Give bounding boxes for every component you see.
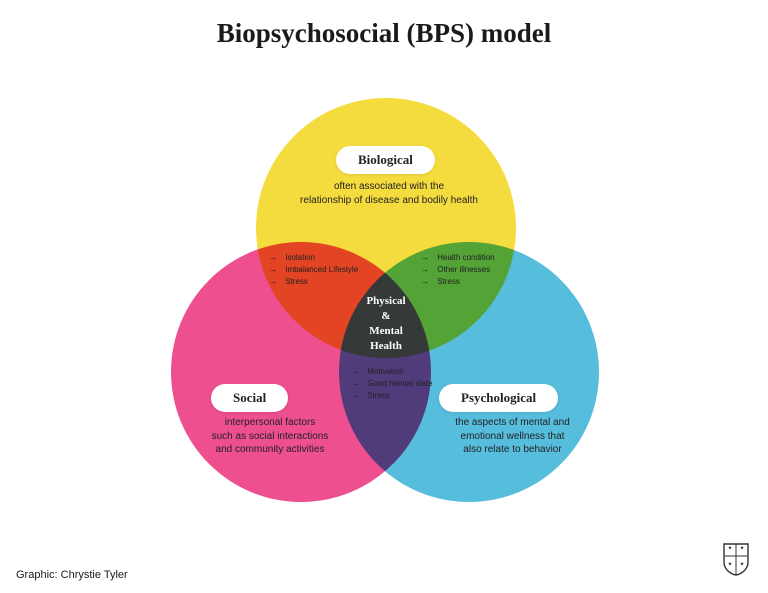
venn-diagram: Biological Social Psychological often as… bbox=[125, 76, 645, 524]
diagram-title: Biopsychosocial (BPS) model bbox=[0, 18, 768, 49]
desc-psychological: the aspects of mental andemotional welln… bbox=[425, 416, 600, 457]
center-label: Physical&MentalHealth bbox=[354, 294, 418, 353]
svg-text:✦: ✦ bbox=[727, 561, 732, 568]
publisher-logo-icon: ✦ ✦ ✦ ✦ bbox=[722, 542, 750, 581]
graphic-credit: Graphic: Chrystie Tyler bbox=[16, 569, 128, 581]
overlap-bio-social: → Isolation→ Imbalanced Lifestyle→ Stres… bbox=[269, 252, 358, 288]
diagram-canvas: Biopsychosocial (BPS) model Biological S… bbox=[0, 0, 768, 593]
overlap-social-psych: → Motivation→ Good mental state→ Stress bbox=[351, 366, 433, 402]
desc-social: interpersonal factorssuch as social inte… bbox=[185, 416, 355, 457]
svg-text:✦: ✦ bbox=[727, 545, 732, 552]
pill-social: Social bbox=[211, 384, 288, 412]
desc-biological: often associated with therelationship of… bbox=[289, 180, 489, 207]
svg-text:✦: ✦ bbox=[739, 561, 744, 568]
pill-psychological: Psychological bbox=[439, 384, 558, 412]
pill-biological: Biological bbox=[336, 146, 435, 174]
overlap-bio-psych: → Health condition→ Other illnesses→ Str… bbox=[421, 252, 495, 288]
svg-text:✦: ✦ bbox=[739, 545, 744, 552]
